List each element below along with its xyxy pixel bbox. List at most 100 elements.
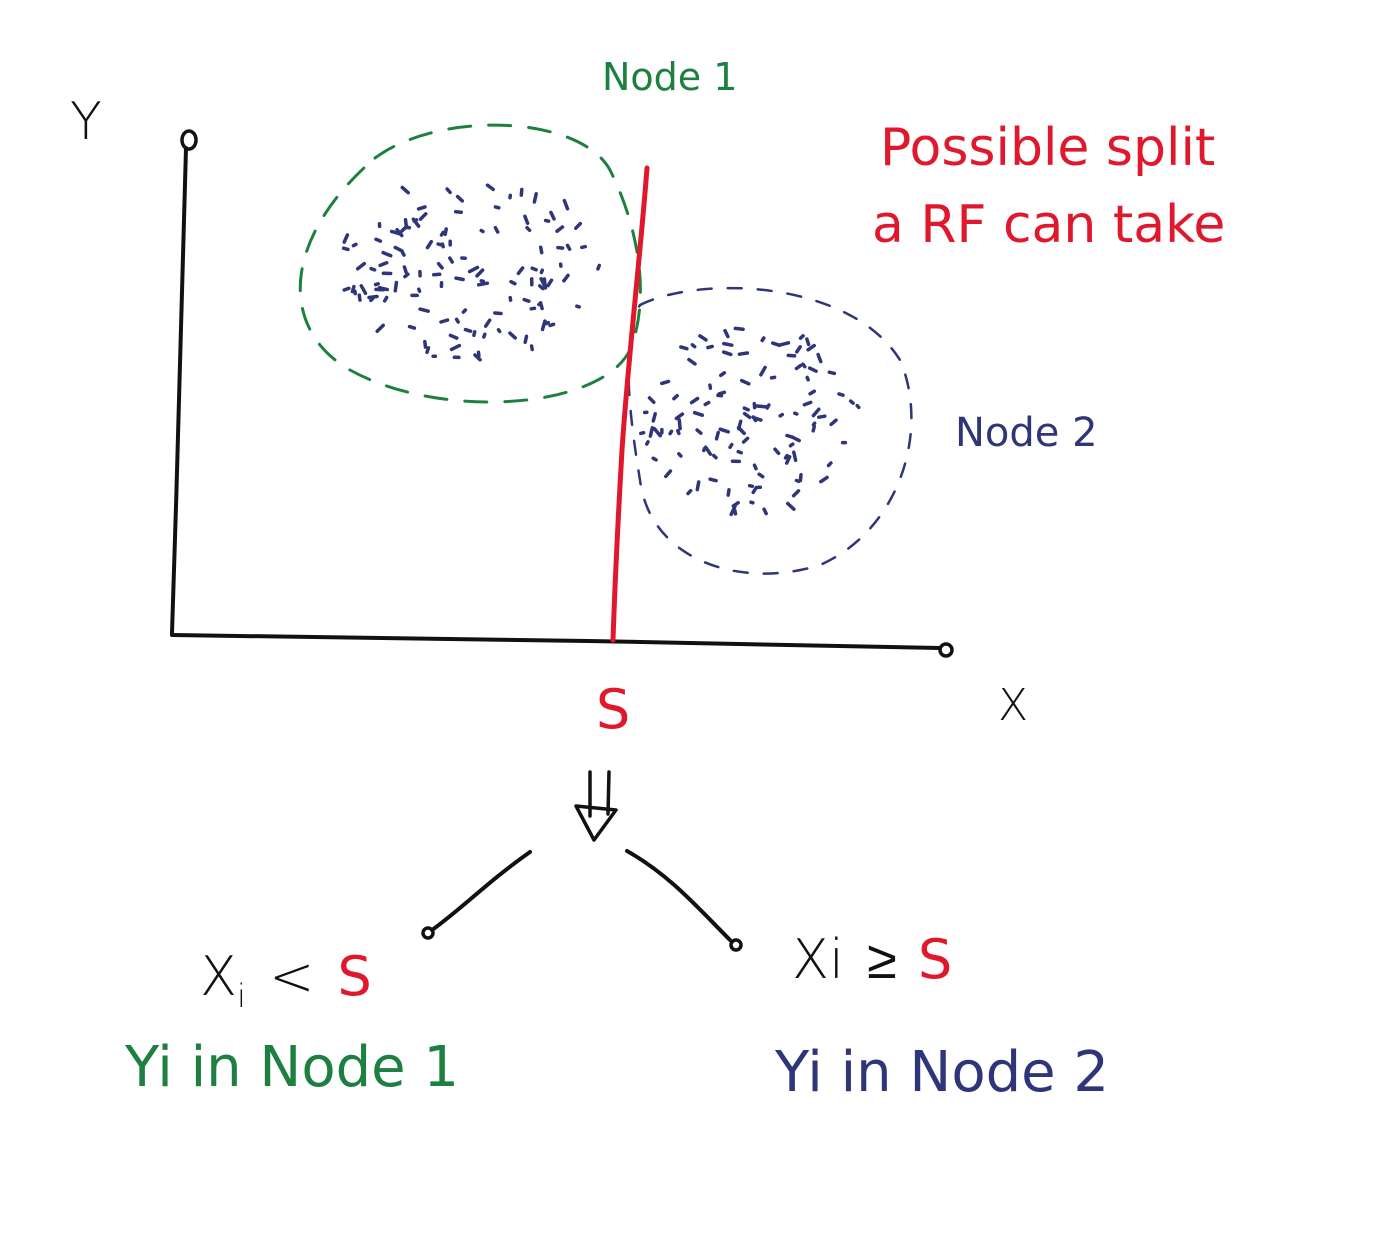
node2-point	[819, 475, 829, 484]
node2-point	[729, 504, 737, 517]
node2-point	[737, 351, 750, 356]
node1-point	[548, 322, 556, 328]
node2-point	[695, 428, 703, 435]
node2-point	[798, 334, 805, 340]
node2-point	[827, 370, 837, 376]
node1-point	[522, 297, 531, 303]
node2-point	[752, 463, 758, 471]
node1-point	[540, 319, 547, 332]
node1-point	[381, 250, 393, 258]
node2-point	[794, 478, 801, 484]
node2-point	[751, 485, 759, 495]
left-condition-threshold: S	[337, 945, 372, 1008]
node1-point	[400, 250, 406, 257]
node1-point	[539, 277, 547, 289]
split-line	[610, 165, 650, 643]
node1-point	[479, 279, 486, 284]
node2-point	[805, 337, 811, 347]
node1-point	[479, 228, 485, 234]
left-branch-end	[421, 926, 435, 940]
node2-point	[703, 400, 711, 407]
node2-point	[741, 436, 750, 444]
x-axis-label: X	[998, 680, 1029, 731]
node2-point	[668, 429, 674, 436]
node2-point	[647, 396, 656, 405]
node2-point	[686, 488, 693, 496]
node1-point	[475, 268, 485, 278]
node2-point	[726, 488, 731, 497]
node2-point	[698, 334, 708, 342]
node2-point	[703, 445, 713, 456]
node1-point	[493, 205, 501, 210]
node2-point	[723, 328, 730, 339]
node2-point	[762, 507, 768, 516]
node1-point	[556, 245, 565, 250]
node2-point	[791, 489, 801, 498]
node1-point	[472, 330, 477, 338]
right-branch-end	[729, 938, 743, 952]
node1-point	[549, 210, 556, 221]
node1-point	[455, 194, 465, 203]
node1-point	[439, 318, 450, 324]
node2-point	[829, 418, 838, 427]
node2-point	[722, 341, 734, 347]
node2-point	[795, 345, 802, 354]
node2-point	[792, 436, 801, 443]
split-annotation-line2: a RF can take	[872, 195, 1226, 255]
node2-point	[679, 345, 689, 351]
node1-point	[496, 328, 502, 334]
node1-point	[467, 265, 480, 274]
node1-point	[374, 237, 383, 243]
node1-point	[562, 198, 570, 211]
node1-point	[351, 242, 358, 248]
node2-point	[783, 453, 789, 460]
node2-point	[702, 446, 707, 453]
node1-point	[537, 301, 543, 307]
node2-point	[788, 442, 795, 448]
left-condition-operator: <	[269, 945, 315, 1008]
node2-point	[676, 428, 681, 436]
right-condition-threshold: S	[917, 928, 953, 991]
node2-point	[778, 341, 791, 347]
node2-point	[773, 447, 781, 456]
node1-point	[493, 311, 503, 316]
node2-point	[689, 396, 700, 405]
node1-point	[375, 323, 385, 334]
node2-point	[718, 427, 730, 434]
node2-point	[742, 411, 752, 420]
node1-boundary	[298, 123, 642, 404]
node1-point	[519, 187, 524, 197]
node2-point	[798, 473, 803, 483]
node2-point	[677, 452, 683, 458]
node1-point	[476, 281, 490, 287]
node2-point	[728, 442, 734, 450]
node1-point	[485, 183, 495, 192]
split-annotation-line1: Possible split	[880, 118, 1216, 178]
node1-point	[508, 331, 517, 340]
right-branch	[625, 849, 732, 942]
node1-point	[483, 318, 492, 328]
node2-point	[742, 406, 750, 412]
node1-point	[482, 332, 487, 339]
node1-point	[417, 287, 422, 294]
node2-point	[785, 433, 795, 440]
node1-point	[565, 243, 572, 251]
node1-point	[423, 339, 428, 349]
node2-point	[811, 421, 817, 427]
node2-point	[755, 404, 768, 409]
node1-point	[436, 261, 444, 270]
node1-point	[355, 261, 367, 271]
x-axis-end-circle	[938, 642, 954, 658]
node1-point	[407, 324, 417, 330]
node1-point	[369, 266, 377, 272]
node2-point	[811, 424, 817, 433]
node1-point	[439, 230, 445, 237]
node1-point	[425, 239, 434, 250]
left-condition-subscript: i	[237, 976, 246, 1015]
node1-point	[389, 229, 402, 236]
node2-point	[826, 461, 833, 468]
split-threshold-label: S	[596, 678, 631, 741]
node2-boundary	[627, 286, 913, 575]
node1-point	[449, 343, 462, 352]
node1-points	[341, 183, 602, 362]
